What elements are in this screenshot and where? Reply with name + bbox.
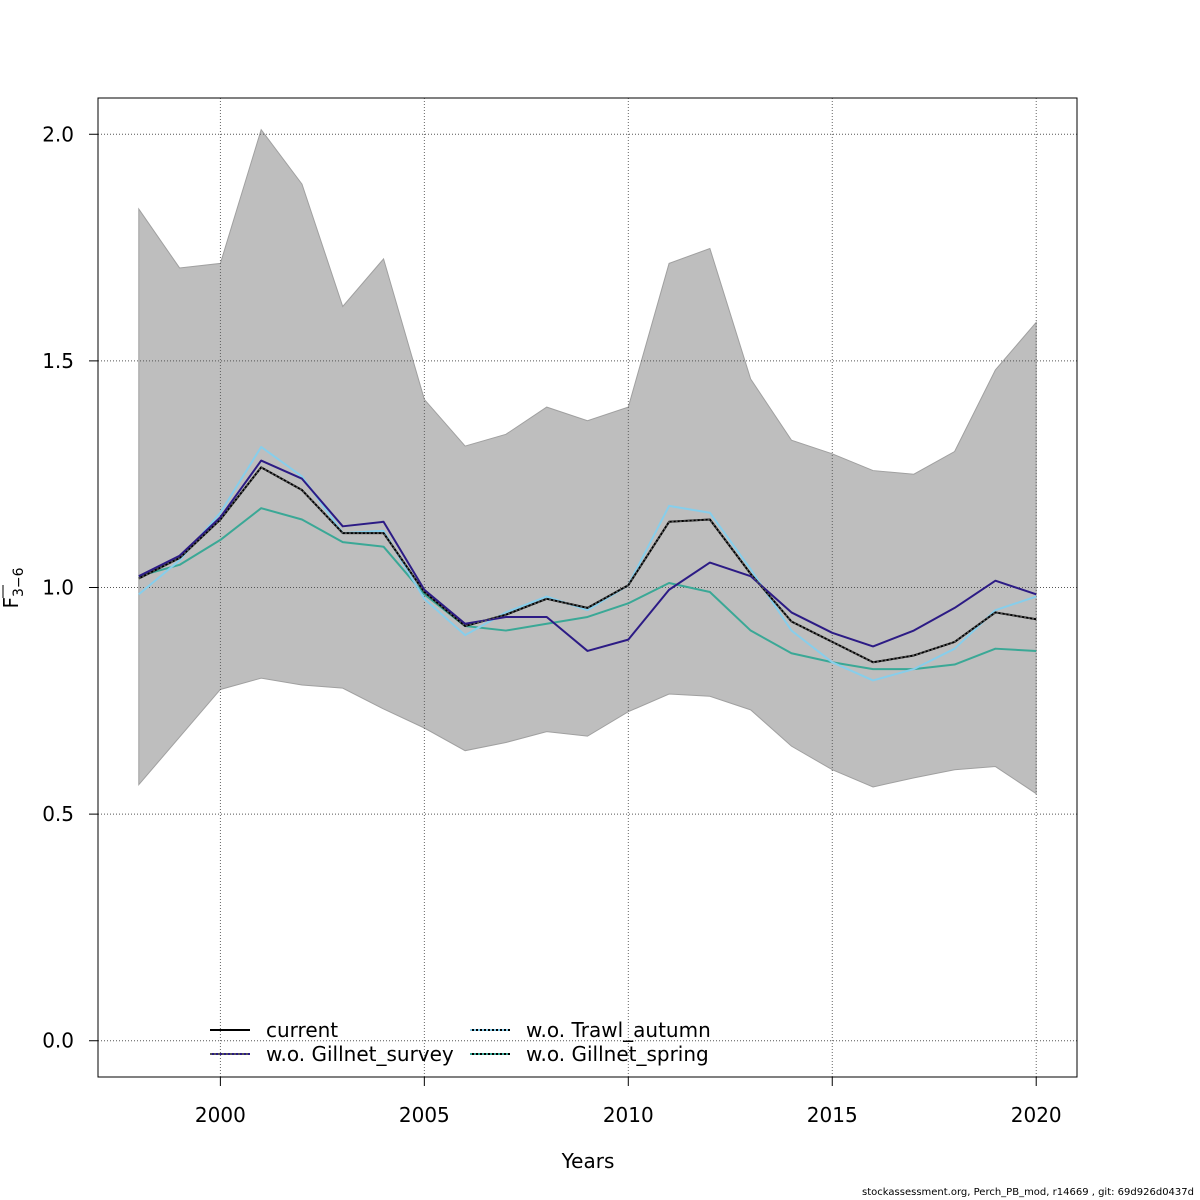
legend: current w.o. Gillnet_survey w.o. Trawl_a… [210, 1018, 711, 1066]
svg-text:F3−6: F3−6 [0, 567, 27, 608]
y-tick-label: 0.5 [42, 802, 74, 826]
x-tick-label: 2005 [399, 1103, 450, 1127]
confidence-band [138, 128, 1037, 795]
series-line-w-o-trawl-autumn [138, 445, 1037, 682]
grid-layer [98, 98, 1077, 1077]
legend-label: w.o. Trawl_autumn [526, 1018, 711, 1042]
y-tick-label: 0.0 [42, 1029, 74, 1053]
series-line-w-o-gillnet-survey [138, 459, 1037, 652]
legend-item: w.o. Trawl_autumn [470, 1018, 711, 1042]
y-tick-label: 2.0 [42, 122, 74, 146]
legend-label: w.o. Gillnet_spring [526, 1042, 709, 1066]
footer-credit: stockassessment.org, Perch_PB_mod, r1466… [862, 1187, 1194, 1198]
legend-item: w.o. Gillnet_survey [210, 1042, 454, 1066]
series-line-current-dotted-overlay [138, 466, 1037, 664]
y-tick-label: 1.5 [42, 349, 74, 373]
legend-item: current [210, 1018, 338, 1042]
legend-label: current [266, 1018, 338, 1042]
x-tick-label: 2000 [195, 1103, 246, 1127]
legend-item: w.o. Gillnet_spring [470, 1042, 709, 1066]
y-axis-title: F3−6 [0, 567, 27, 608]
y-axis-title-main: F [0, 597, 23, 609]
axis-layer: 2000 2005 2010 2015 2020 0.0 0.5 1.0 1.5 2.0 [42, 122, 1061, 1127]
y-tick-label: 1.0 [42, 576, 74, 600]
x-tick-label: 2010 [603, 1103, 654, 1127]
x-tick-label: 2015 [807, 1103, 858, 1127]
confidence-band-layer [138, 128, 1037, 795]
x-tick-label: 2020 [1011, 1103, 1062, 1127]
y-axis-title-subscript: 3−6 [11, 567, 27, 597]
legend-label: w.o. Gillnet_survey [266, 1042, 454, 1066]
series-layer [138, 445, 1037, 682]
series-line-w-o-gillnet-spring [138, 507, 1037, 671]
x-axis-title: Years [561, 1149, 615, 1173]
